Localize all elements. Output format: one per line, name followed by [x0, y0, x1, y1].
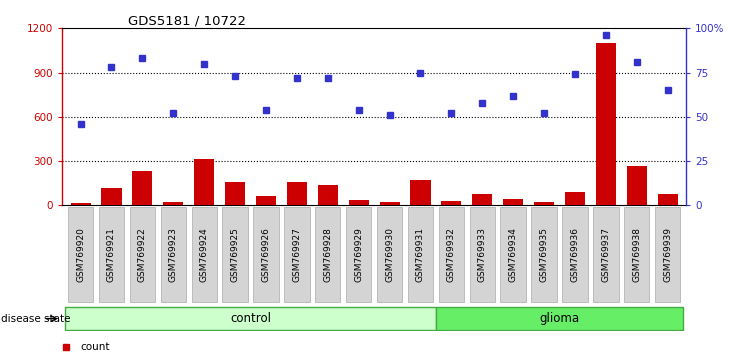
Text: GSM769933: GSM769933 — [477, 227, 487, 282]
Text: GSM769926: GSM769926 — [261, 227, 271, 282]
Bar — [225, 182, 245, 205]
Bar — [627, 166, 647, 205]
FancyBboxPatch shape — [436, 307, 683, 330]
Bar — [442, 201, 461, 205]
Text: GSM769928: GSM769928 — [323, 227, 332, 282]
Text: GDS5181 / 10722: GDS5181 / 10722 — [128, 14, 246, 27]
Bar — [71, 202, 91, 205]
Bar — [410, 180, 431, 205]
Text: GSM769930: GSM769930 — [385, 227, 394, 282]
Text: control: control — [230, 312, 271, 325]
Bar — [596, 43, 616, 205]
Text: GSM769939: GSM769939 — [663, 227, 672, 282]
Bar — [256, 196, 276, 205]
Bar — [565, 192, 585, 205]
Bar — [318, 185, 338, 205]
Text: disease state: disease state — [1, 314, 70, 324]
FancyBboxPatch shape — [469, 207, 495, 302]
FancyBboxPatch shape — [161, 207, 186, 302]
FancyBboxPatch shape — [408, 207, 433, 302]
Text: GSM769923: GSM769923 — [169, 227, 178, 282]
FancyBboxPatch shape — [346, 207, 372, 302]
Text: GSM769938: GSM769938 — [632, 227, 641, 282]
Text: glioma: glioma — [539, 312, 580, 325]
FancyBboxPatch shape — [284, 207, 310, 302]
Bar — [534, 202, 554, 205]
Text: count: count — [80, 342, 110, 352]
FancyBboxPatch shape — [377, 207, 402, 302]
FancyBboxPatch shape — [315, 207, 340, 302]
FancyBboxPatch shape — [65, 307, 436, 330]
Text: GSM769929: GSM769929 — [354, 227, 364, 282]
Text: GSM769924: GSM769924 — [200, 228, 209, 282]
Bar — [658, 194, 677, 205]
Bar — [287, 182, 307, 205]
FancyBboxPatch shape — [439, 207, 464, 302]
Bar — [349, 200, 369, 205]
FancyBboxPatch shape — [253, 207, 279, 302]
Text: GSM769921: GSM769921 — [107, 227, 116, 282]
Text: GSM769922: GSM769922 — [138, 228, 147, 282]
Text: GSM769932: GSM769932 — [447, 227, 456, 282]
FancyBboxPatch shape — [191, 207, 217, 302]
Text: GSM769925: GSM769925 — [231, 227, 239, 282]
Text: GSM769936: GSM769936 — [570, 227, 580, 282]
Bar — [132, 171, 153, 205]
Text: GSM769927: GSM769927 — [293, 227, 301, 282]
Text: GSM769937: GSM769937 — [602, 227, 610, 282]
Text: GSM769931: GSM769931 — [416, 227, 425, 282]
FancyBboxPatch shape — [501, 207, 526, 302]
Bar — [472, 194, 492, 205]
FancyBboxPatch shape — [655, 207, 680, 302]
FancyBboxPatch shape — [624, 207, 650, 302]
Bar — [194, 159, 214, 205]
Bar — [503, 199, 523, 205]
Text: GSM769935: GSM769935 — [539, 227, 548, 282]
FancyBboxPatch shape — [223, 207, 247, 302]
Bar — [164, 202, 183, 205]
Bar — [101, 188, 121, 205]
FancyBboxPatch shape — [531, 207, 557, 302]
FancyBboxPatch shape — [68, 207, 93, 302]
Text: GSM769934: GSM769934 — [509, 227, 518, 282]
FancyBboxPatch shape — [562, 207, 588, 302]
FancyBboxPatch shape — [99, 207, 124, 302]
FancyBboxPatch shape — [130, 207, 155, 302]
FancyBboxPatch shape — [593, 207, 618, 302]
Text: GSM769920: GSM769920 — [76, 227, 85, 282]
Bar — [380, 202, 399, 205]
